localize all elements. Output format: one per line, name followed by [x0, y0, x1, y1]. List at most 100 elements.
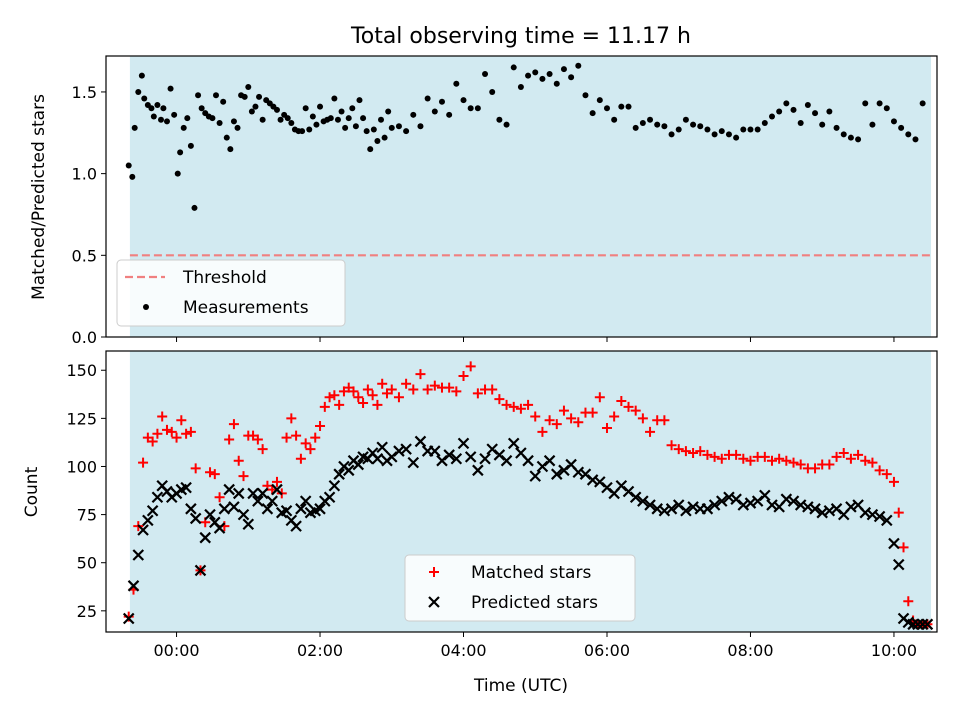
measurement-point [163, 118, 170, 125]
predicted-star-point [194, 564, 207, 577]
matched-star-point [609, 411, 620, 422]
top-y-tick-label: 0.5 [72, 246, 97, 265]
measurement-point [367, 146, 374, 153]
predicted-star-point [881, 514, 893, 527]
predicted-star-point [204, 508, 216, 521]
predicted-star-point [715, 495, 728, 507]
matched-star-point [494, 394, 505, 405]
predicted-star-point [500, 454, 513, 467]
measurement-point [227, 146, 234, 153]
measurement-point [725, 131, 732, 138]
measurement-point [241, 93, 248, 100]
matched-star-point [228, 419, 239, 430]
measurement-point [245, 84, 252, 91]
top-y-tick-label: 1.0 [72, 165, 97, 184]
matched-star-point [680, 446, 691, 457]
predicted-star-point [323, 491, 336, 504]
matched-star-point [523, 399, 534, 410]
bottom-y-tick-label: 75 [77, 506, 97, 525]
series-measurements [125, 62, 926, 211]
measurement-point [790, 106, 797, 113]
predicted-star-point [912, 618, 924, 631]
predicted-star-point [479, 453, 491, 465]
measurement-point [804, 102, 811, 109]
measurement-point [334, 116, 341, 123]
matched-star-point [315, 421, 326, 432]
measurement-point [352, 123, 359, 130]
predicted-star-point [295, 503, 307, 515]
measurement-point [345, 115, 352, 122]
measurement-point [876, 100, 883, 107]
matched-star-point [238, 471, 249, 482]
predicted-star-point [629, 491, 642, 504]
measurement-point [890, 118, 897, 125]
matched-star-point [766, 455, 777, 466]
predicted-star-point [218, 503, 231, 515]
measurement-point [546, 70, 553, 77]
measurement-point [213, 92, 220, 99]
predicted-star-point [873, 510, 886, 523]
bottom-y-tick-label: 150 [66, 361, 97, 380]
measurement-point [661, 123, 668, 130]
legend-label: Matched stars [471, 563, 591, 583]
measurement-point [654, 121, 661, 128]
figure-title: Total observing time = 11.17 h [350, 24, 691, 49]
predicted-star-point [342, 464, 355, 477]
matched-star-point [781, 455, 792, 466]
predicted-star-point [199, 531, 212, 544]
matched-star-point [367, 390, 378, 401]
matched-star-point [458, 371, 469, 382]
measurement-point [370, 126, 377, 133]
measurement-point [198, 105, 205, 112]
bottom-axes-frame [105, 350, 938, 633]
matched-star-point [688, 448, 699, 459]
measurement-point [539, 75, 546, 82]
measurement-point [482, 70, 489, 77]
measurement-point [171, 111, 178, 118]
measurement-point [912, 136, 919, 143]
predicted-star-point [921, 618, 934, 631]
matched-star-point [616, 396, 627, 407]
predicted-star-point [637, 495, 649, 507]
measurement-point [256, 93, 263, 100]
measurement-point [431, 108, 438, 115]
matched-star-point [551, 419, 562, 430]
matched-star-point [319, 401, 330, 412]
matched-star-point [666, 440, 677, 451]
matched-star-point [166, 426, 177, 437]
measurement-point [138, 72, 145, 79]
matched-star-point [537, 426, 548, 437]
measurement-point [647, 116, 654, 123]
matched-star-point [252, 434, 263, 445]
predicted-star-point [407, 456, 420, 469]
measurement-point [812, 110, 819, 117]
measurement-point [776, 108, 783, 115]
measurement-point [639, 119, 646, 126]
matched-star-point [233, 455, 244, 466]
matched-star-point [573, 417, 584, 428]
measurement-point [532, 69, 539, 76]
predicted-star-point [472, 464, 484, 477]
predicted-star-point [550, 468, 563, 480]
x-tick-label: 08:00 [727, 641, 773, 660]
predicted-star-point [137, 524, 149, 536]
predicted-star-point [665, 503, 678, 515]
matched-star-point [874, 465, 885, 476]
predicted-star-point [299, 495, 312, 507]
matched-star-point [716, 453, 727, 464]
measurement-point [675, 126, 682, 133]
matched-star-point [257, 444, 268, 455]
measurement-point [252, 103, 259, 110]
measurement-point [797, 119, 804, 126]
predicted-star-point [252, 495, 264, 507]
predicted-star-point [450, 453, 463, 465]
matched-star-point [888, 476, 899, 487]
matched-star-point [893, 507, 904, 518]
measurement-point [302, 105, 309, 112]
bottom-y-tick-label: 100 [66, 457, 97, 476]
matched-star-point [372, 399, 383, 410]
matched-star-point [472, 388, 483, 399]
predicted-star-point [247, 487, 259, 500]
measurement-point [177, 149, 184, 156]
matched-star-point [362, 384, 373, 395]
